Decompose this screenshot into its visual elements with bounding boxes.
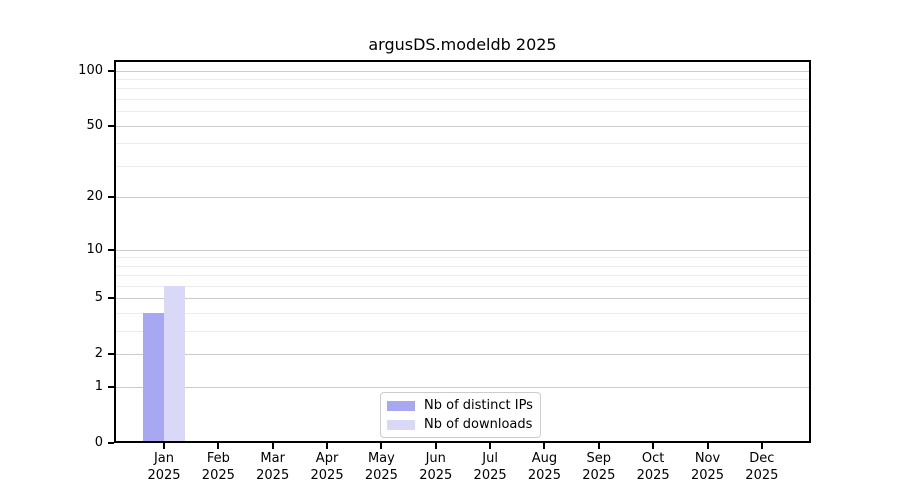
x-tick-may (380, 443, 383, 449)
x-tick-jul (489, 443, 492, 449)
gridline-major-5 (116, 298, 809, 300)
gridline-minor-40 (116, 143, 809, 145)
y-tick-2 (108, 353, 114, 356)
x-tick-label-oct: Oct 2025 (636, 451, 670, 483)
plot-area (114, 60, 811, 443)
x-tick-label-mar: Mar 2025 (256, 451, 290, 483)
gridline-minor-3 (116, 331, 809, 333)
x-tick-label-may: May 2025 (364, 451, 398, 483)
x-tick-aug (543, 443, 546, 449)
bar-distinct-ips-jan (143, 313, 164, 441)
legend-label-distinct-ips: Nb of distinct IPs (424, 398, 533, 413)
x-tick-nov (706, 443, 709, 449)
y-tick-label-2: 2 (94, 346, 103, 362)
x-tick-label-dec: Dec 2025 (745, 451, 779, 483)
x-tick-dec (760, 443, 763, 449)
gridline-minor-90 (116, 79, 809, 81)
x-tick-label-jun: Jun 2025 (419, 451, 453, 483)
x-tick-apr (326, 443, 329, 449)
x-tick-feb (217, 443, 220, 449)
y-tick-0 (108, 442, 114, 444)
y-tick-label-10: 10 (86, 241, 103, 257)
y-tick-10 (108, 248, 114, 251)
y-tick-label-0: 0 (94, 435, 103, 450)
y-tick-20 (108, 196, 114, 199)
y-tick-label-20: 20 (86, 189, 103, 205)
gridline-minor-9 (116, 257, 809, 259)
gridline-minor-60 (116, 111, 809, 113)
gridline-minor-30 (116, 165, 809, 167)
legend-item-downloads: Nb of downloads (387, 417, 534, 432)
gridline-minor-6 (116, 286, 809, 288)
y-tick-label-5: 5 (94, 290, 103, 306)
x-tick-label-aug: Aug 2025 (527, 451, 561, 483)
x-tick-label-jul: Jul 2025 (473, 451, 507, 483)
x-tick-label-sep: Sep 2025 (582, 451, 616, 483)
gridline-major-20 (116, 197, 809, 199)
gridline-minor-8 (116, 265, 809, 267)
x-tick-oct (652, 443, 655, 449)
y-tick-50 (108, 124, 114, 127)
gridline-minor-7 (116, 275, 809, 277)
legend-swatch-downloads-icon (387, 419, 415, 430)
legend-item-distinct-ips: Nb of distinct IPs (387, 398, 534, 413)
x-tick-mar (271, 443, 274, 449)
y-tick-5 (108, 297, 114, 300)
bar-downloads-jan (164, 286, 185, 441)
gridline-minor-80 (116, 88, 809, 90)
x-tick-label-feb: Feb 2025 (201, 451, 235, 483)
y-tick-100 (108, 69, 114, 72)
x-tick-label-jan: Jan 2025 (147, 451, 181, 483)
gridline-major-50 (116, 125, 809, 127)
gridline-major-1 (116, 387, 809, 389)
x-tick-sep (597, 443, 600, 449)
y-tick-label-100: 100 (78, 62, 103, 78)
y-tick-1 (108, 386, 114, 389)
legend-swatch-distinct-ips-icon (387, 400, 415, 411)
gridline-minor-4 (116, 313, 809, 315)
gridline-major-10 (116, 249, 809, 251)
y-tick-label-50: 50 (86, 117, 103, 133)
legend: Nb of distinct IPs Nb of downloads (380, 392, 541, 438)
x-tick-jan (163, 443, 165, 449)
gridline-major-2 (116, 354, 809, 356)
legend-label-downloads: Nb of downloads (424, 417, 533, 432)
gridline-minor-70 (116, 99, 809, 101)
chart-title: argusDS.modeldb 2025 (368, 35, 557, 54)
gridline-major-100 (116, 70, 809, 72)
x-tick-jun (434, 443, 437, 449)
y-tick-label-1: 1 (94, 379, 103, 395)
x-tick-label-apr: Apr 2025 (310, 451, 344, 483)
x-tick-label-nov: Nov 2025 (690, 451, 725, 483)
